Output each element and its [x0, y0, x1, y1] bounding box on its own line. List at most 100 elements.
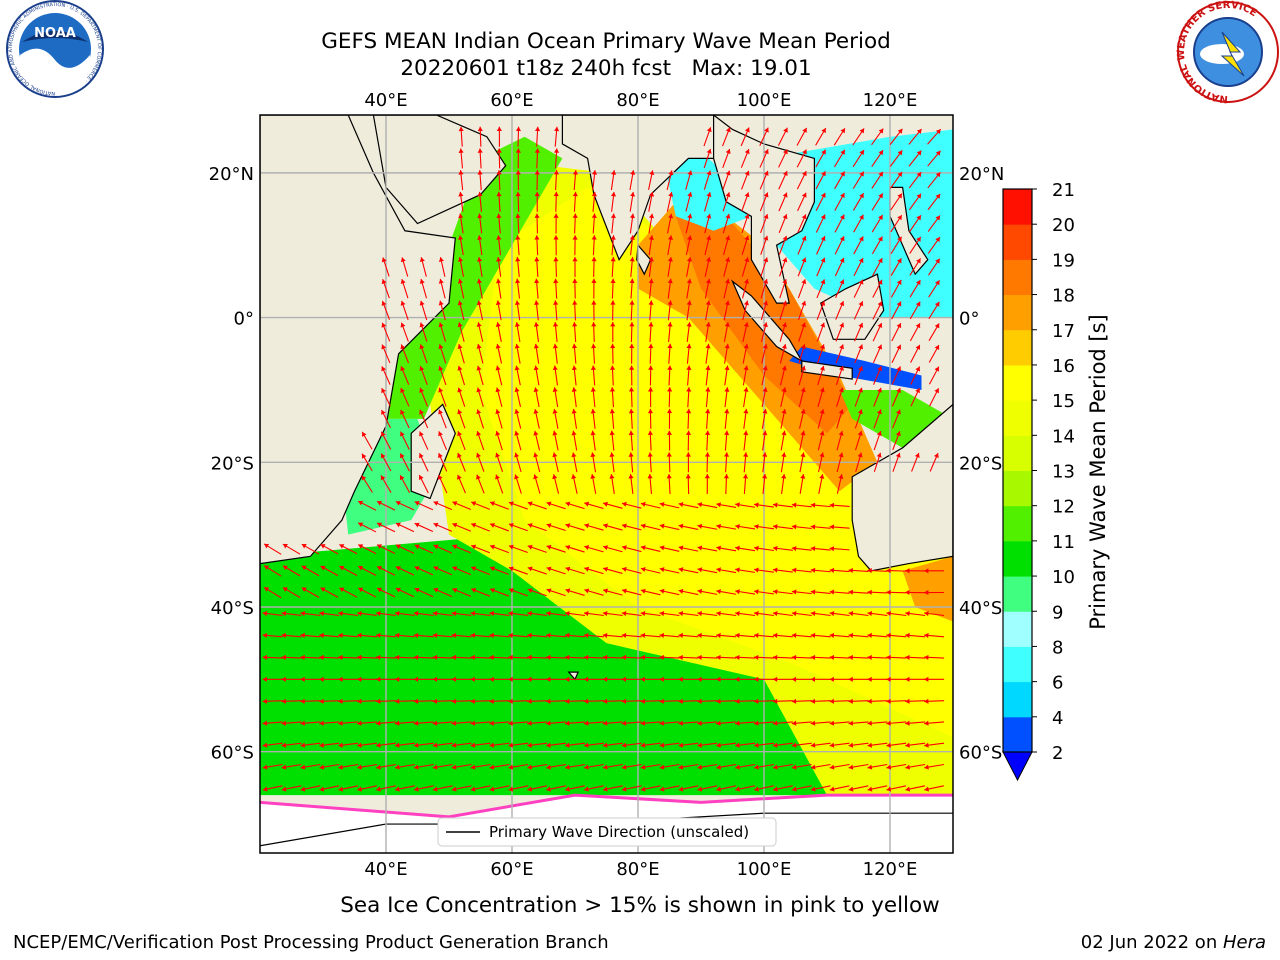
wave-arrow [723, 300, 730, 321]
wave-arrow [508, 588, 528, 597]
wave-arrow [735, 589, 756, 595]
wave-arrow [395, 522, 415, 533]
wave-arrow [685, 473, 691, 495]
wave-arrow [458, 148, 464, 169]
colorbar-swatch [1003, 505, 1032, 542]
wave-arrow [433, 544, 453, 554]
wave-arrow [514, 343, 521, 364]
wave-arrow [924, 632, 945, 639]
wave-arrow [508, 720, 529, 726]
wave-arrow [533, 343, 540, 364]
wave-arrow [867, 763, 888, 770]
lon-ticks-top: 40°E 60°E 80°E 100°E 120°E [364, 90, 917, 111]
wave-arrow [772, 632, 793, 639]
wave-arrow [300, 676, 321, 682]
wave-arrow [705, 343, 711, 364]
wave-arrow [590, 365, 597, 386]
wave-arrow [381, 409, 391, 429]
wave-arrow [678, 610, 699, 617]
wave-arrow [610, 278, 616, 299]
wave-arrow [928, 301, 940, 320]
wave-arrow [760, 278, 769, 299]
wave-arrow [791, 763, 812, 770]
wave-arrow [381, 300, 391, 320]
wave-arrow [791, 676, 812, 682]
wave-arrow [380, 431, 392, 450]
wave-arrow [319, 742, 340, 748]
wave-arrow [927, 128, 942, 145]
wave-arrow [414, 522, 434, 533]
wave-arrow [381, 279, 390, 299]
wave-arrow [508, 523, 528, 532]
wave-arrow [667, 300, 673, 321]
wave-arrow [376, 500, 396, 511]
wave-arrow [470, 588, 491, 597]
wave-arrow [659, 676, 680, 682]
wave-arrow [659, 698, 680, 704]
wave-arrow [667, 235, 674, 256]
wave-arrow [886, 589, 907, 595]
wave-arrow [908, 171, 922, 189]
wave-arrow [678, 785, 699, 792]
wave-arrow [300, 654, 321, 660]
wave-arrow [413, 742, 434, 748]
wave-arrow [735, 654, 756, 660]
wave-arrow [320, 587, 339, 598]
wave-arrow [742, 473, 749, 495]
wave-arrow [610, 300, 616, 321]
wave-arrow [829, 763, 850, 770]
wave-arrow [533, 474, 541, 494]
wave-arrow [678, 502, 699, 509]
wave-arrow [546, 523, 566, 532]
wave-arrow [394, 610, 415, 617]
wave-arrow [451, 676, 472, 682]
wave-arrow [476, 322, 484, 342]
wave-arrow [640, 610, 661, 617]
wave-arrow [400, 409, 410, 429]
wave-arrow [629, 191, 636, 212]
wave-arrow [495, 409, 503, 429]
wave-arrow [452, 522, 472, 532]
wave-arrow [591, 191, 597, 212]
wave-arrow [835, 365, 844, 386]
wave-arrow [759, 149, 769, 168]
wave-arrow [716, 632, 737, 639]
wave-arrow [496, 191, 502, 212]
lat-tick-label-left: 40°S [211, 598, 254, 619]
wave-arrow [648, 256, 654, 277]
wave-arrow [621, 566, 642, 574]
wave-arrow [533, 430, 541, 451]
wave-arrow [640, 676, 661, 682]
lat-ticks-right: 20°N 0° 20°S 40°S 60°S [959, 164, 1004, 764]
wave-arrow [723, 257, 731, 277]
wave-arrow [686, 387, 692, 408]
wave-arrow [357, 544, 377, 555]
wave-arrow [584, 588, 604, 596]
wave-arrow [697, 523, 718, 530]
wave-arrow [867, 720, 888, 726]
wave-arrow [553, 235, 559, 256]
wave-arrow [300, 742, 321, 748]
wave-arrow [590, 408, 596, 429]
wave-arrow [704, 213, 712, 234]
wave-arrow [640, 720, 661, 726]
wave-arrow [924, 742, 945, 748]
wave-arrow [552, 430, 559, 451]
wave-arrow [741, 213, 750, 234]
wave-arrow [515, 213, 521, 234]
wave-arrow [908, 150, 922, 167]
wave-arrow [854, 322, 864, 342]
wave-arrow [697, 742, 718, 748]
wave-arrow [754, 589, 774, 595]
wave-arrow [855, 452, 863, 473]
wave-arrow [798, 387, 806, 408]
wave-arrow [546, 742, 567, 748]
wave-arrow [697, 763, 718, 770]
wave-arrow [927, 150, 941, 167]
wave-arrow [848, 654, 869, 660]
wave-arrow [583, 742, 604, 748]
wave-arrow [395, 500, 415, 511]
wave-arrow [829, 654, 850, 660]
wave-arrow [659, 523, 680, 531]
wave-arrow [659, 763, 680, 770]
